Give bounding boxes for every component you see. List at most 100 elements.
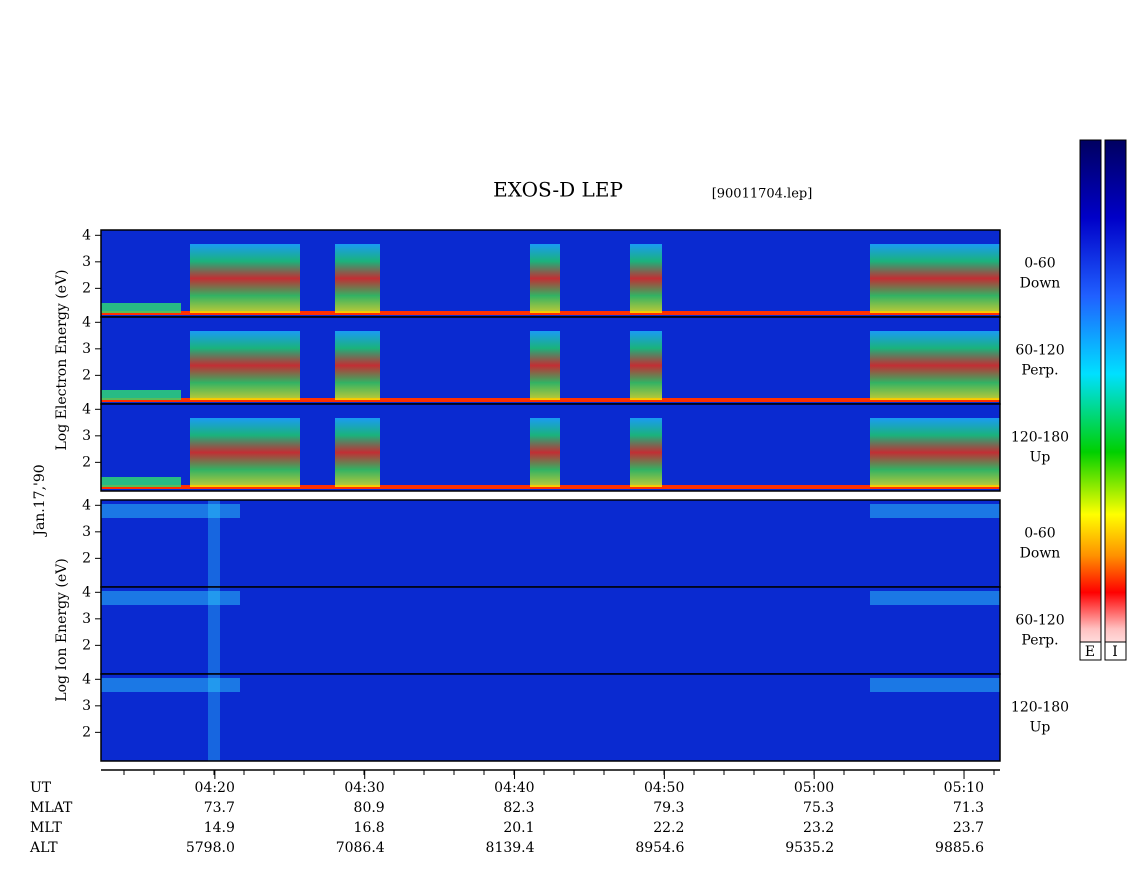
row-label: ALT	[29, 840, 58, 856]
spectrogram-burst	[262, 244, 300, 313]
spectrogram-burst	[530, 418, 560, 487]
y-tick-label: 4	[82, 227, 91, 243]
spectrogram-band	[101, 303, 181, 313]
table-cell: 9535.2	[785, 840, 834, 856]
spectrogram-burst	[190, 418, 240, 487]
spectrogram-background	[101, 587, 1000, 674]
table-cell: 75.3	[803, 800, 834, 816]
table-cell: 9885.6	[935, 840, 984, 856]
spectrogram-background	[101, 674, 1000, 761]
table-cell: 16.8	[354, 820, 385, 836]
spectrogram-burst	[190, 244, 240, 313]
chart-title: EXOS-D LEP	[493, 178, 623, 202]
table-cell: 8139.4	[486, 840, 535, 856]
spectrogram-band	[101, 390, 181, 400]
spectrogram-burst	[262, 331, 300, 400]
colorbar-label-box	[1104, 641, 1127, 661]
x-tick-label: 05:00	[794, 780, 834, 796]
row-label: MLT	[30, 820, 62, 836]
y-tick-label: 3	[82, 254, 91, 270]
x-tick-label: 04:40	[494, 780, 534, 796]
colorbar-label: I	[1112, 644, 1118, 660]
y-tick-label: 4	[82, 584, 91, 600]
spectrogram-burst	[870, 504, 1000, 518]
spectrogram-burst	[335, 244, 380, 313]
x-tick-label: 04:20	[195, 780, 235, 796]
table-cell: 5798.0	[186, 840, 235, 856]
spectrogram-burst	[335, 418, 380, 487]
spectrogram-burst	[101, 504, 240, 518]
y-tick-label: 2	[82, 550, 91, 566]
pitch-direction: Down	[1020, 546, 1061, 562]
spectrogram-background	[101, 500, 1000, 587]
y-axis-label: Log Electron Energy (eV)	[54, 269, 70, 450]
spectrogram-burst	[870, 244, 1000, 313]
spectrogram-burst	[630, 418, 662, 487]
spectrogram-burst	[240, 331, 262, 400]
table-cell: 8954.6	[635, 840, 684, 856]
y-tick-label: 2	[82, 637, 91, 653]
spectrogram-burst	[530, 244, 560, 313]
table-cell: 22.2	[653, 820, 684, 836]
pitch-range: 60-120	[1015, 613, 1064, 629]
pitch-direction: Up	[1030, 450, 1051, 466]
y-tick-label: 4	[82, 671, 91, 687]
table-cell: 14.9	[204, 820, 235, 836]
spectrogram-burst	[208, 500, 220, 587]
file-label: [90011704.lep]	[712, 187, 813, 202]
y-tick-label: 4	[82, 401, 91, 417]
pitch-direction: Down	[1020, 276, 1061, 292]
spectrogram-burst	[870, 331, 1000, 400]
y-tick-label: 3	[82, 611, 91, 627]
y-tick-label: 3	[82, 524, 91, 540]
spectrogram-burst	[190, 331, 240, 400]
spectrogram-burst	[335, 331, 380, 400]
table-cell: 71.3	[953, 800, 984, 816]
pitch-range: 0-60	[1024, 256, 1055, 272]
spectrogram-burst	[870, 418, 1000, 487]
spectrogram-burst	[101, 678, 240, 692]
spectrogram-burst	[530, 331, 560, 400]
row-label: MLAT	[30, 800, 73, 816]
spectrogram-burst	[630, 331, 662, 400]
colorbar-label: E	[1085, 644, 1095, 660]
pitch-range: 120-180	[1011, 430, 1069, 446]
spectrogram-burst	[870, 591, 1000, 605]
spectrogram-burst	[240, 244, 262, 313]
table-cell: 23.7	[953, 820, 984, 836]
y-tick-label: 2	[82, 454, 91, 470]
y-tick-label: 2	[82, 367, 91, 383]
colorbar	[1079, 139, 1102, 661]
panel-frame	[100, 673, 1001, 762]
table-cell: 23.2	[803, 820, 834, 836]
pitch-range: 0-60	[1024, 526, 1055, 542]
y-axis-label: Log Ion Energy (eV)	[54, 558, 70, 701]
table-cell: 20.1	[503, 820, 534, 836]
spectrogram-burst	[208, 674, 220, 761]
table-cell: 80.9	[354, 800, 385, 816]
date-label: Jan.17,'90	[32, 464, 48, 537]
table-cell: 79.3	[653, 800, 684, 816]
x-tick-label: 05:10	[944, 780, 984, 796]
spectrogram-band	[101, 477, 181, 487]
y-tick-label: 4	[82, 497, 91, 513]
table-cell: 7086.4	[336, 840, 385, 856]
pitch-range: 120-180	[1011, 700, 1069, 716]
spectrogram-burst	[262, 418, 300, 487]
x-tick-label: 04:50	[644, 780, 684, 796]
x-tick-label: 04:30	[344, 780, 384, 796]
y-tick-label: 3	[82, 428, 91, 444]
spectrogram-burst	[870, 678, 1000, 692]
pitch-direction: Perp.	[1021, 363, 1058, 379]
y-tick-label: 3	[82, 341, 91, 357]
colorbar-label-box	[1079, 641, 1102, 661]
spectrogram-burst	[101, 591, 240, 605]
row-label: UT	[30, 780, 52, 796]
pitch-direction: Perp.	[1021, 633, 1058, 649]
table-cell: 82.3	[503, 800, 534, 816]
y-tick-label: 3	[82, 698, 91, 714]
pitch-range: 60-120	[1015, 343, 1064, 359]
y-tick-label: 2	[82, 724, 91, 740]
pitch-direction: Up	[1030, 720, 1051, 736]
colorbar	[1104, 139, 1127, 661]
